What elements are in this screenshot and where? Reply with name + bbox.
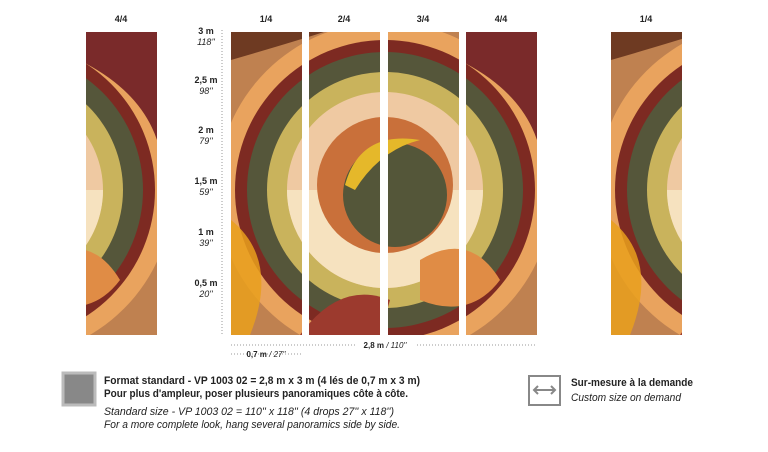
panel-label: 4/4 (115, 14, 128, 24)
scale-imperial: 98'' (199, 86, 213, 96)
scale-imperial: 59'' (199, 187, 213, 197)
standard-icon (61, 371, 97, 407)
panel-label: 4/4 (495, 14, 508, 24)
custom-icon (528, 375, 561, 406)
panels (86, 32, 682, 335)
scale-metric: 0,5 m (194, 278, 217, 288)
standard-fr-1: Format standard - VP 1003 02 = 2,8 m x 3… (104, 375, 420, 387)
standard-fr-2: Pour plus d'ampleur, poser plusieurs pan… (104, 388, 408, 400)
scale-imperial: 79'' (199, 136, 213, 146)
scale-metric: 2,5 m (194, 75, 217, 85)
custom-fr: Sur-mesure à la demande (571, 377, 693, 389)
panel-label: 1/4 (640, 14, 653, 24)
total-width: 2,8 m / 110'' (231, 338, 537, 350)
scale-imperial: 39'' (199, 238, 213, 248)
panel-label: 3/4 (417, 14, 430, 24)
standard-en-1: Standard size - VP 1003 02 = 110'' x 118… (104, 406, 394, 418)
standard-en-2: For a more complete look, hang several p… (104, 419, 400, 431)
total-width-label: 2,8 m / 110'' (364, 341, 407, 350)
drop-width-label: 0,7 m / 27'' (246, 350, 286, 359)
panel-label: 2/4 (338, 14, 351, 24)
scale-metric: 1 m (198, 227, 214, 237)
panel-label: 1/4 (260, 14, 273, 24)
custom-en: Custom size on demand (571, 392, 682, 404)
scale-imperial: 20'' (198, 289, 213, 299)
scale-metric: 3 m (198, 26, 214, 36)
scale-imperial: 118'' (197, 37, 215, 47)
scale-metric: 1,5 m (194, 176, 217, 186)
scale-metric: 2 m (198, 125, 214, 135)
drop-width: 0,7 m / 27'' (231, 350, 302, 359)
